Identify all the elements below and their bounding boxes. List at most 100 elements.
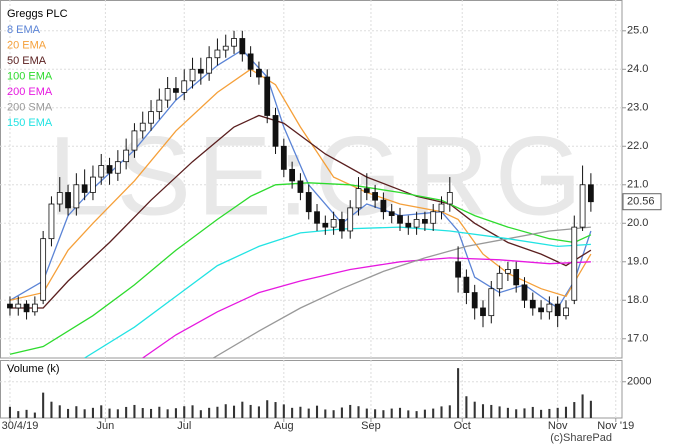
candle-body (181, 80, 188, 93)
volume-bar (457, 368, 460, 418)
volume-bar (241, 401, 244, 418)
candle-body (189, 68, 196, 82)
volume-bar (216, 406, 219, 418)
y-tick-label: 21.0 (627, 179, 648, 191)
candle-body (23, 303, 30, 313)
volume-bar (224, 404, 227, 418)
y-tick-label: 2000 (627, 376, 651, 388)
candle-body (65, 192, 71, 209)
volume-bar (498, 406, 501, 418)
candle-body (513, 269, 520, 286)
volume-bar (25, 409, 28, 418)
candle-body (289, 168, 296, 182)
candle-body (31, 303, 38, 313)
indicator-line (84, 226, 591, 358)
candle-body (405, 222, 412, 228)
volume-bar (398, 407, 402, 418)
volume-bar (83, 409, 86, 418)
candle-body (90, 176, 96, 193)
candle-body (347, 207, 354, 232)
volume-bar (199, 410, 202, 418)
y-tick-label: 20.0 (627, 217, 648, 229)
volume-bar (282, 404, 285, 418)
candle-body (330, 219, 337, 228)
indicator-line (9, 49, 592, 309)
y-tick-label: 18.0 (627, 294, 648, 306)
candle-body (297, 180, 304, 193)
candle-body (314, 211, 320, 224)
legend-entry: 200 SMA (7, 101, 53, 113)
volume-bar (332, 410, 335, 418)
candle-body (81, 184, 88, 193)
volume-bar (357, 406, 360, 418)
x-tick-label: Sep (361, 420, 381, 432)
volume-bar (564, 406, 568, 418)
volume-bar (515, 409, 518, 418)
volume-bar (133, 404, 136, 418)
volume-bar (42, 392, 45, 418)
volume-bar (415, 411, 418, 418)
candle-body (73, 184, 80, 209)
volume-bar (191, 405, 194, 418)
x-tick-label: Jul (177, 420, 191, 432)
indicator-line (9, 182, 592, 355)
last-price-label: 20.56 (627, 196, 655, 208)
candle-body (98, 165, 105, 178)
candle-body (422, 219, 428, 224)
legend-entry: 50 EMA (7, 55, 47, 67)
volume-bar (17, 411, 20, 418)
credit: (c)SharePad (550, 432, 612, 444)
volume-bar (183, 406, 186, 418)
volume-bar (291, 407, 294, 418)
y-tick-label: 17.0 (627, 333, 648, 345)
volume-bar (548, 408, 551, 418)
volume-bar (465, 396, 468, 418)
candle-body (455, 261, 461, 278)
candle-body (272, 115, 279, 147)
candle-body (7, 303, 13, 309)
candle-body (438, 203, 445, 213)
y-tick-label: 25.0 (627, 25, 648, 37)
candle-body (563, 307, 569, 317)
candle-body (480, 307, 486, 317)
candle-body (363, 188, 370, 193)
candle-body (388, 211, 395, 216)
candle-body (123, 149, 130, 163)
volume-bar (531, 406, 534, 418)
volume-panel (0, 360, 623, 419)
volume-bar (340, 407, 343, 418)
candle-body (488, 288, 495, 317)
volume-bar (208, 407, 211, 418)
volume-bar (490, 404, 493, 418)
candle-body (197, 68, 204, 74)
legend-entry: 200 EMA (7, 86, 53, 98)
volume-bar (315, 405, 319, 418)
candle-body (322, 222, 329, 228)
candle-body (264, 76, 271, 116)
indicator-line (212, 226, 591, 358)
x-tick-label: Oct (454, 420, 471, 432)
volume-bar (174, 408, 177, 418)
candle-body (496, 272, 503, 290)
candle-body (131, 130, 138, 151)
volume-bar (257, 406, 260, 418)
candle-body (380, 199, 387, 213)
candle-body (48, 203, 55, 240)
candle-body (505, 269, 511, 274)
candle-body (231, 38, 237, 47)
candle-body (446, 192, 453, 205)
candle-body (305, 192, 312, 213)
candle-body (587, 184, 594, 203)
x-tick-label: Nov (548, 420, 568, 432)
indicator-line (9, 68, 592, 301)
volume-bar (91, 407, 94, 418)
candle-body (56, 192, 63, 205)
legend-entry: 100 EMA (7, 70, 53, 82)
volume-bar (150, 408, 153, 418)
candle-body (463, 276, 470, 293)
candle-body (222, 45, 229, 51)
legend-entry: 150 EMA (7, 117, 53, 129)
volume-bar (125, 406, 128, 418)
volume-bar (523, 408, 526, 418)
